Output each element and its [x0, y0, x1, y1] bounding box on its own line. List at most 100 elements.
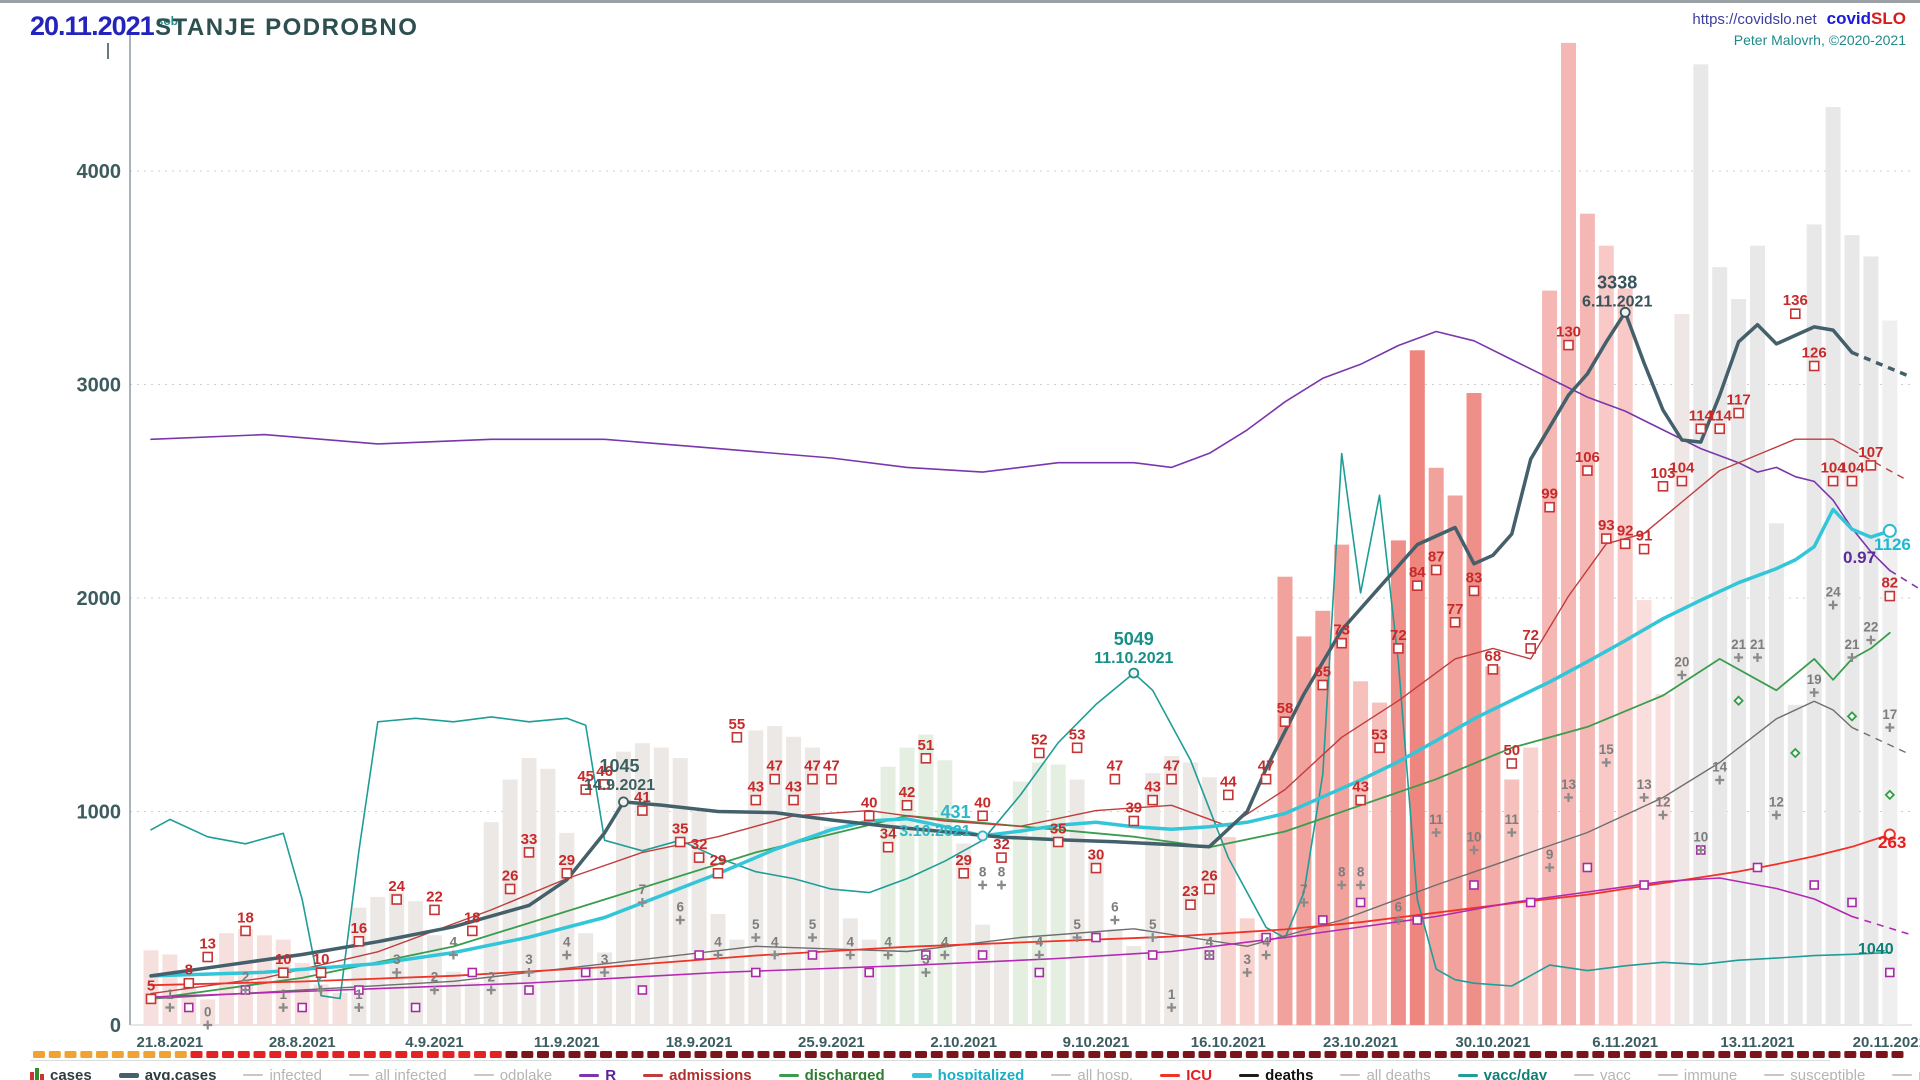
legend-item-odplake[interactable]: odplake: [473, 1067, 552, 1080]
svg-text:5: 5: [809, 917, 817, 932]
legend-label: all infected: [375, 1066, 447, 1080]
svg-text:44: 44: [1220, 773, 1237, 790]
svg-text:6.11.2021: 6.11.2021: [1582, 293, 1652, 310]
legend-swatch-icon: [1340, 1074, 1361, 1076]
svg-text:13: 13: [1561, 777, 1577, 792]
svg-text:104: 104: [1839, 460, 1865, 477]
svg-text:8: 8: [979, 865, 987, 880]
svg-text:77: 77: [1447, 601, 1464, 618]
svg-text:6: 6: [676, 900, 684, 915]
svg-text:4.9.2021: 4.9.2021: [405, 1034, 463, 1051]
legend-item-all-hosp-[interactable]: all hosp.: [1051, 1067, 1133, 1080]
brand-covid: covid: [1826, 9, 1872, 28]
legend-item-discharged[interactable]: discharged: [778, 1067, 885, 1080]
svg-text:26: 26: [1201, 868, 1218, 885]
svg-text:8: 8: [1357, 865, 1365, 880]
svg-text:0: 0: [204, 1005, 212, 1020]
svg-text:72: 72: [1522, 627, 1539, 644]
legend-swatch-icon: [349, 1074, 369, 1076]
svg-text:5: 5: [147, 977, 155, 994]
legend-label: cases: [50, 1066, 92, 1080]
legend-item-cases[interactable]: cases: [30, 1067, 92, 1080]
svg-text:1: 1: [280, 987, 288, 1002]
svg-text:1: 1: [166, 987, 174, 1002]
legend-item-naive[interactable]: naive: [1892, 1067, 1920, 1080]
svg-text:6: 6: [1395, 900, 1403, 915]
legend-swatch-icon: [1892, 1074, 1913, 1076]
svg-text:47: 47: [1163, 758, 1180, 775]
legend-item-avg-cases[interactable]: avg.cases: [118, 1066, 217, 1080]
svg-text:11.9.2021: 11.9.2021: [534, 1034, 600, 1051]
svg-text:28.8.2021: 28.8.2021: [269, 1034, 336, 1051]
legend-swatch-icon: [1764, 1074, 1785, 1076]
svg-text:136: 136: [1783, 292, 1808, 309]
svg-text:72: 72: [1390, 627, 1407, 644]
svg-text:103: 103: [1650, 465, 1675, 482]
legend-item-admissions[interactable]: admissions: [643, 1067, 752, 1080]
legend-item-deaths[interactable]: deaths: [1239, 1067, 1313, 1080]
legend-item-immune[interactable]: immune: [1657, 1067, 1737, 1080]
svg-text:17: 17: [1882, 707, 1897, 722]
legend-item-vacc-day[interactable]: vacc/day: [1457, 1067, 1547, 1080]
svg-text:8: 8: [185, 962, 193, 979]
svg-text:47: 47: [804, 758, 821, 775]
svg-text:11: 11: [1505, 812, 1520, 827]
svg-text:126: 126: [1802, 345, 1827, 362]
legend-label: hospitalized: [937, 1066, 1025, 1080]
svg-text:4: 4: [847, 935, 855, 950]
legend-item-susceptible[interactable]: susceptible: [1764, 1067, 1865, 1080]
svg-text:13: 13: [199, 936, 216, 953]
svg-text:10: 10: [1466, 830, 1481, 845]
legend-label: all hosp.: [1077, 1066, 1134, 1080]
svg-text:4: 4: [1262, 935, 1270, 950]
legend-item-r[interactable]: R: [579, 1067, 616, 1080]
svg-text:16: 16: [351, 920, 368, 937]
svg-text:9.10.2021: 9.10.2021: [1063, 1034, 1130, 1051]
svg-text:5: 5: [1073, 917, 1081, 932]
svg-text:83: 83: [1466, 569, 1483, 586]
svg-text:20.11.2021: 20.11.2021: [1853, 1034, 1920, 1051]
legend-swatch-icon: [778, 1073, 799, 1077]
svg-text:18: 18: [237, 909, 254, 926]
legend-label: R: [605, 1066, 617, 1080]
series-legend: cases avg.cases infected all infected odplak…: [30, 1060, 1920, 1080]
svg-text:42: 42: [899, 784, 916, 801]
legend-swatch-icon: [1657, 1074, 1678, 1076]
site-url-link[interactable]: https://covidslo.net: [1692, 11, 1817, 28]
svg-text:22: 22: [426, 888, 443, 905]
svg-text:18: 18: [464, 909, 481, 926]
svg-text:40: 40: [861, 794, 878, 811]
svg-text:35: 35: [672, 821, 689, 838]
svg-text:30.10.2021: 30.10.2021: [1455, 1034, 1530, 1051]
svg-text:5049: 5049: [1114, 629, 1154, 649]
legend-item-infected[interactable]: infected: [243, 1067, 322, 1080]
svg-text:87: 87: [1428, 549, 1445, 566]
svg-text:92: 92: [1617, 522, 1634, 539]
svg-text:10: 10: [275, 951, 292, 968]
svg-text:84: 84: [1409, 564, 1426, 581]
svg-text:43: 43: [1352, 779, 1369, 796]
svg-text:3.10.2021: 3.10.2021: [899, 823, 970, 840]
svg-text:4: 4: [1036, 935, 1044, 950]
legend-item-vacc[interactable]: vacc: [1574, 1067, 1631, 1080]
svg-text:45: 45: [577, 768, 594, 785]
svg-text:13: 13: [1637, 777, 1653, 792]
svg-text:12: 12: [1655, 795, 1670, 810]
covid-chart: 0 1000 2000 3000 4000 21.8.2021 28.8.2021 4.9.2…: [33, 29, 1920, 1058]
svg-text:33: 33: [521, 831, 538, 848]
svg-text:29: 29: [955, 852, 972, 869]
legend-item-icu[interactable]: ICU: [1160, 1067, 1212, 1080]
legend-label: avg.cases: [144, 1066, 217, 1080]
legend-swatch-icon: [643, 1073, 664, 1077]
svg-text:6: 6: [1111, 900, 1119, 915]
svg-text:99: 99: [1541, 486, 1558, 503]
svg-text:117: 117: [1726, 392, 1750, 409]
report-date-value: 20.11.2021: [30, 11, 155, 41]
svg-text:32: 32: [691, 836, 708, 853]
legend-item-hospitalized[interactable]: hospitalized: [911, 1066, 1025, 1080]
legend-item-all-deaths[interactable]: all deaths: [1340, 1067, 1431, 1080]
svg-text:130: 130: [1556, 324, 1581, 341]
legend-label: susceptible: [1790, 1066, 1866, 1080]
svg-text:58: 58: [1277, 700, 1294, 717]
legend-item-all-infected[interactable]: all infected: [349, 1067, 447, 1080]
